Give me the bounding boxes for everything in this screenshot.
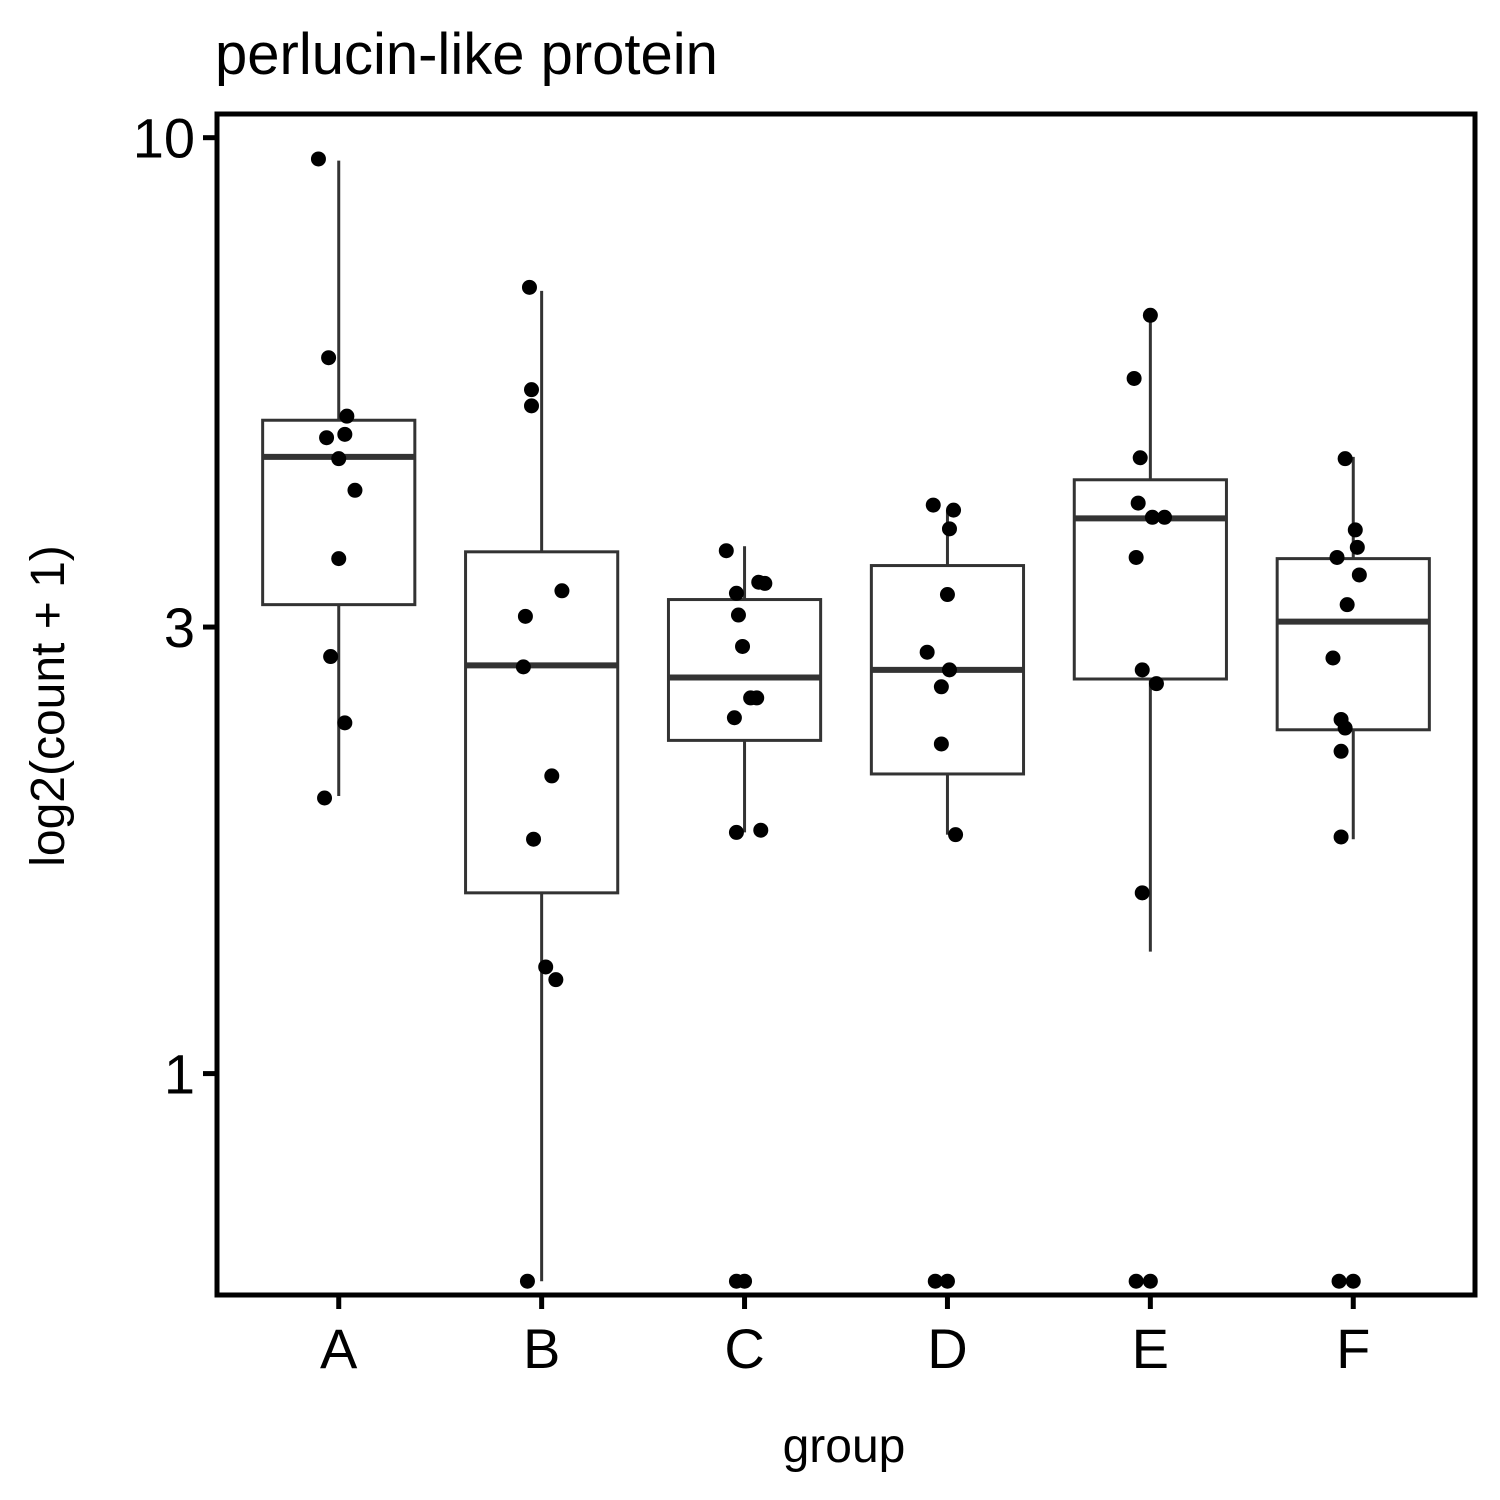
data-point-f	[1337, 720, 1353, 736]
data-point-b	[517, 608, 533, 624]
data-point-c	[737, 1273, 753, 1289]
data-point-d	[939, 1273, 955, 1289]
data-point-a	[310, 151, 326, 167]
y-tick-label: 1	[164, 1043, 195, 1106]
data-point-b	[544, 768, 560, 784]
data-point-a	[331, 451, 347, 467]
data-point-a	[323, 649, 339, 665]
data-point-a	[339, 408, 355, 424]
x-tick-label: D	[927, 1317, 967, 1380]
data-point-e	[1144, 509, 1160, 525]
data-point-f	[1329, 549, 1345, 565]
data-point-e	[1134, 662, 1150, 678]
data-point-d	[933, 679, 949, 695]
data-point-f	[1333, 829, 1349, 845]
data-point-c	[753, 822, 769, 838]
data-point-a	[319, 430, 335, 446]
data-point-e	[1148, 676, 1164, 692]
data-point-b	[526, 831, 542, 847]
x-axis: A B C D E F	[320, 1295, 1370, 1380]
data-point-a	[337, 715, 353, 731]
data-point-c	[728, 585, 744, 601]
box-c	[666, 598, 823, 742]
data-point-b	[519, 1273, 535, 1289]
y-tick-label: 10	[133, 107, 195, 170]
data-point-f	[1345, 1273, 1361, 1289]
chart-title: perlucin-like protein	[215, 22, 718, 87]
data-point-b	[521, 279, 537, 295]
data-point-c	[718, 543, 734, 559]
data-point-d	[941, 662, 957, 678]
data-point-e	[1126, 370, 1142, 386]
data-point-e	[1128, 1273, 1144, 1289]
data-point-d	[941, 521, 957, 537]
data-point-a	[317, 790, 333, 806]
data-point-f	[1351, 567, 1367, 583]
data-point-a	[321, 350, 337, 366]
data-point-e	[1142, 307, 1158, 323]
data-point-b	[524, 382, 539, 398]
data-point-f	[1333, 743, 1349, 759]
x-tick-label: B	[523, 1317, 560, 1380]
y-axis: 1 3 10	[133, 107, 217, 1106]
x-axis-title: group	[783, 1420, 906, 1473]
x-tick-label: E	[1132, 1317, 1169, 1380]
box-e	[1072, 478, 1228, 681]
data-point-d	[927, 1273, 943, 1289]
data-point-c	[757, 575, 773, 591]
plot-panel-border	[214, 111, 1478, 1298]
data-point-f	[1325, 650, 1341, 666]
data-point-d	[933, 736, 949, 752]
data-point-f	[1339, 597, 1355, 613]
y-axis-title: log2(count + 1)	[22, 545, 75, 867]
data-point-c	[728, 824, 744, 840]
data-point-d	[948, 827, 964, 843]
data-point-e	[1142, 1273, 1158, 1289]
data-point-e	[1128, 549, 1144, 565]
plot-area	[261, 151, 1431, 1289]
data-point-b	[515, 659, 531, 675]
box-b	[464, 550, 620, 895]
data-point-a	[347, 482, 363, 498]
x-tick-label: A	[320, 1317, 358, 1380]
data-point-f	[1347, 522, 1363, 538]
data-point-e	[1157, 509, 1173, 525]
data-point-e	[1132, 450, 1148, 466]
data-point-b	[554, 583, 570, 599]
data-point-b	[538, 959, 554, 975]
data-point-c	[730, 607, 746, 623]
data-point-f	[1337, 451, 1353, 467]
data-point-c	[749, 690, 765, 706]
data-point-d	[939, 587, 955, 603]
data-point-d	[919, 644, 935, 660]
y-tick-label: 3	[164, 596, 195, 659]
data-point-f	[1331, 1273, 1347, 1289]
data-point-e	[1134, 885, 1150, 901]
data-point-e	[1130, 495, 1146, 511]
data-point-d	[946, 502, 962, 518]
data-point-c	[735, 638, 751, 654]
box-a	[261, 418, 417, 607]
data-point-b	[524, 398, 539, 414]
data-point-b	[548, 972, 564, 988]
data-point-a	[331, 551, 347, 567]
data-point-c	[726, 710, 742, 726]
data-point-a	[337, 426, 353, 442]
x-tick-label: C	[724, 1317, 764, 1380]
data-point-d	[925, 497, 941, 513]
x-tick-label: F	[1336, 1317, 1370, 1380]
data-point-f	[1349, 539, 1365, 555]
box-f	[1275, 557, 1431, 732]
